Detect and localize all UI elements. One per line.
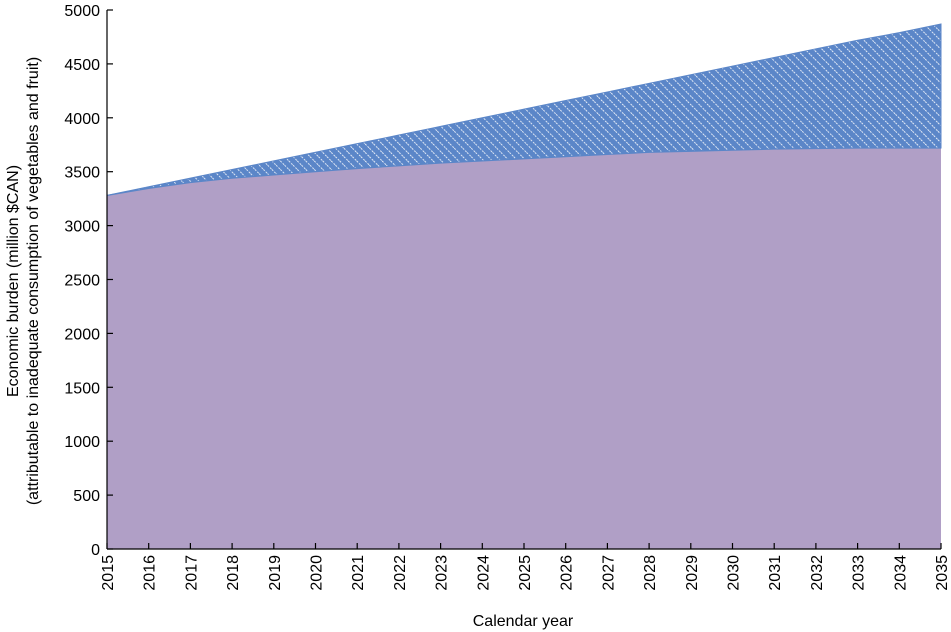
x-tick-label: 2018	[225, 555, 242, 591]
labels-layer: Calendar year Economic burden (million $…	[5, 57, 574, 630]
areas-layer	[106, 23, 942, 549]
y-tick-label: 2000	[64, 326, 100, 343]
y-tick-label: 4000	[64, 111, 100, 128]
x-tick-label: 2028	[642, 555, 659, 591]
x-tick-label: 2034	[892, 555, 909, 591]
y-tick-label: 3000	[64, 219, 100, 236]
x-tick-label: 2029	[684, 555, 701, 591]
area-solid-base	[107, 147, 941, 549]
x-tick-label: 2022	[392, 555, 409, 591]
y-tick-label: 3500	[64, 165, 100, 182]
y-axis-title-line1: Economic burden (million $CAN)	[5, 165, 22, 397]
x-tick-label: 2015	[100, 555, 117, 591]
x-tick-label: 2017	[183, 555, 200, 591]
x-tick-label: 2024	[475, 555, 492, 591]
x-tick-label: 2016	[142, 555, 159, 591]
x-tick-label: 2026	[559, 555, 576, 591]
x-tick-label: 2023	[434, 555, 451, 591]
x-tick-label: 2027	[600, 555, 617, 591]
x-tick-label: 2032	[809, 555, 826, 591]
x-tick-label: 2025	[517, 555, 534, 591]
x-tick-label: 2019	[267, 555, 284, 591]
y-tick-label: 1000	[64, 434, 100, 451]
y-tick-label: 4500	[64, 57, 100, 74]
x-axis-title: Calendar year	[473, 613, 574, 630]
axes-layer: 0 500 1000 1500 2000 2500 3000 3500 4000 4500 5000…	[64, 3, 951, 591]
x-tick-label: 2035	[934, 555, 951, 591]
y-tick-label: 1500	[64, 380, 100, 397]
y-tick-label: 0	[91, 542, 100, 559]
x-tick-label: 2020	[309, 555, 326, 591]
y-tick-label: 2500	[64, 273, 100, 290]
x-tick-label: 2031	[767, 555, 784, 591]
x-tick-label: 2030	[726, 555, 743, 591]
y-tick-label: 5000	[64, 3, 100, 20]
x-tick-label: 2021	[350, 555, 367, 591]
x-tick-label: 2033	[851, 555, 868, 591]
y-axis-title-line2: (attributable to inadequate consumption …	[25, 57, 42, 505]
area-solid-boundary-line	[106, 147, 941, 197]
y-tick-label: 500	[73, 488, 100, 505]
